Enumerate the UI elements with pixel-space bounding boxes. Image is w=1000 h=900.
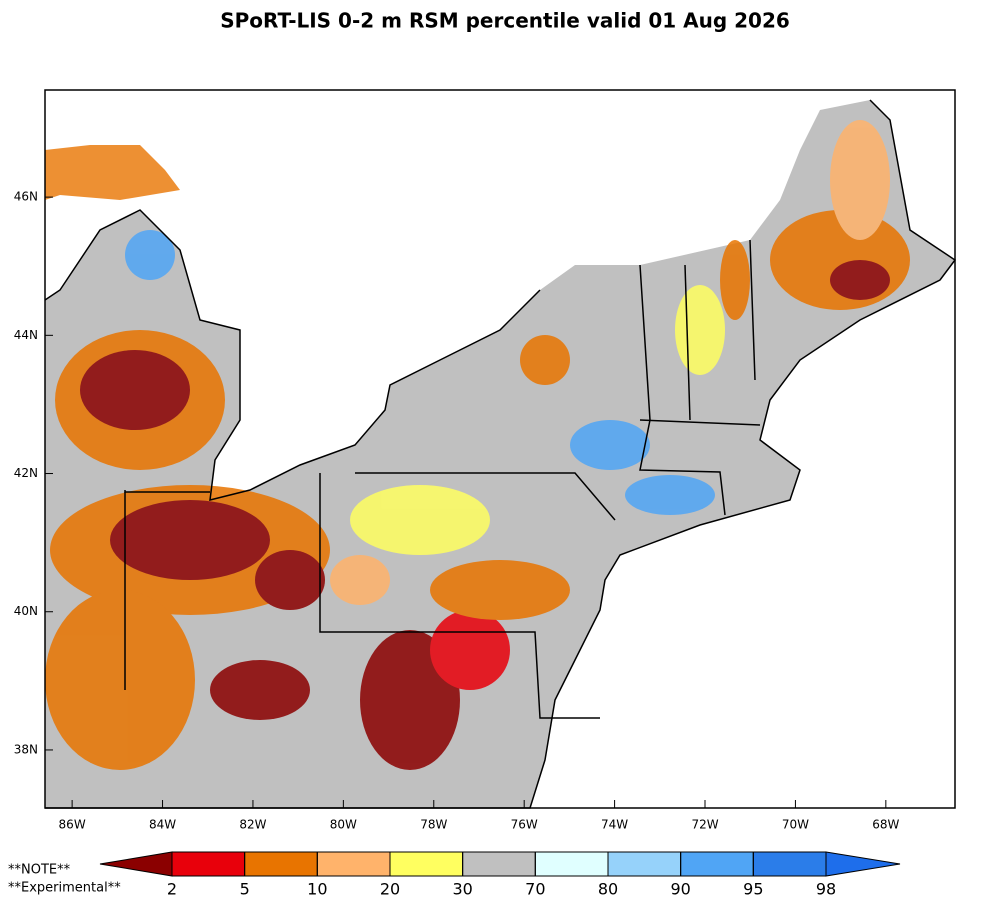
colorbar-segment (171, 851, 246, 877)
colorbar-segment (534, 851, 609, 877)
colorbar-label: 80 (598, 880, 618, 899)
lon-label: 84W (149, 818, 176, 832)
colorbar-label: 2 (167, 880, 177, 899)
colorbar-label: 5 (240, 880, 250, 899)
colorbar-label: 30 (452, 880, 472, 899)
note: **Experimental** (8, 881, 121, 896)
colorbar-segment (680, 851, 754, 877)
colorbar-end (825, 851, 901, 877)
colorbar-label: 90 (670, 880, 690, 899)
lat-label: 46N (14, 190, 38, 204)
lon-label: 82W (239, 818, 266, 832)
colorbar-segment (462, 851, 536, 877)
colorbar-segment (607, 851, 682, 877)
lat-label: 38N (14, 742, 38, 756)
lat-label: 40N (14, 604, 38, 618)
lon-label: 76W (511, 818, 538, 832)
lat-label: 42N (14, 466, 38, 480)
colorbar-segment (316, 851, 391, 877)
title: SPoRT-LIS 0-2 m RSM percentile valid 01 … (220, 9, 790, 33)
borders (124, 239, 761, 719)
colorbar-label: 10 (307, 880, 327, 899)
lon-label: 86W (59, 818, 86, 832)
colorbar-segment (389, 851, 464, 877)
map-area (44, 90, 957, 809)
colorbar-segment (244, 851, 318, 877)
lon-label: 80W (330, 818, 357, 832)
land (45, 145, 180, 200)
colorbar-label: 70 (525, 880, 545, 899)
coastline (45, 99, 957, 809)
lon-label: 70W (782, 818, 809, 832)
lat-label: 44N (14, 328, 38, 342)
colorbar-segment (752, 851, 827, 877)
lon-label: 68W (872, 818, 899, 832)
lake-shore (44, 209, 541, 501)
colorbar-label: 95 (743, 880, 763, 899)
map-frame (44, 89, 956, 809)
lon-label: 74W (601, 818, 628, 832)
colorbar-label: 98 (816, 880, 836, 899)
soil-patches (45, 120, 910, 770)
note: **NOTE** (8, 863, 71, 878)
colorbar-end (99, 851, 173, 877)
lon-label: 72W (691, 818, 718, 832)
colorbar-label: 20 (380, 880, 400, 899)
lon-label: 78W (420, 818, 447, 832)
